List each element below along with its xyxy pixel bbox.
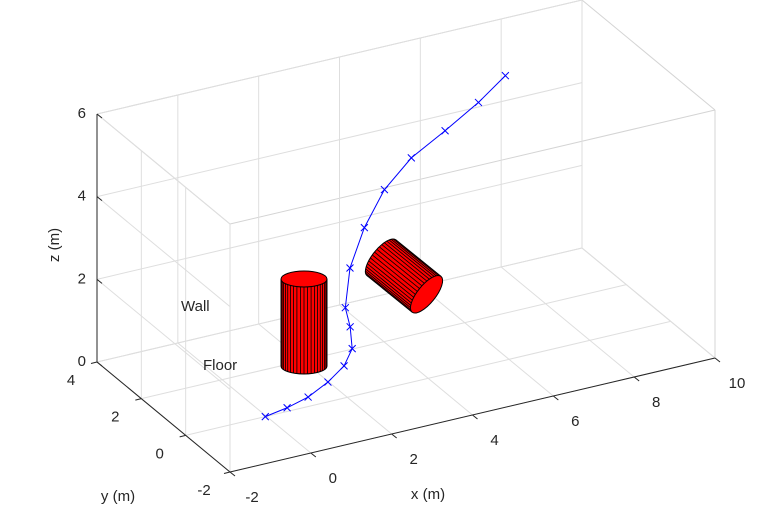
x-tick-label: 8 — [652, 394, 660, 411]
cylinder-stripe — [366, 266, 412, 304]
cylinder-stripe — [384, 242, 430, 280]
x-tick-label: 0 — [329, 470, 337, 487]
box-edge — [581, 0, 716, 111]
y-tick — [179, 434, 186, 438]
z-tick — [96, 113, 103, 119]
cylinder-stripe — [365, 274, 412, 312]
cylinder-stripe — [365, 268, 411, 306]
trajectory-marker — [261, 412, 270, 421]
x-tick — [229, 471, 236, 477]
z-tick-label: 0 — [78, 353, 86, 370]
y-tick — [90, 361, 98, 364]
trajectory-marker — [346, 264, 354, 272]
grid-line — [177, 342, 312, 454]
z-axis-label: z (m) — [46, 228, 63, 262]
cylinder-stripe — [388, 239, 435, 277]
trajectory-marker — [501, 71, 510, 80]
cylinder-stripe — [390, 238, 437, 277]
x-tick-label: 6 — [571, 413, 579, 430]
trajectory-marker — [407, 154, 416, 162]
cylinder-stripe — [386, 240, 433, 278]
z-tick — [96, 196, 103, 202]
z-tick-label: 4 — [78, 188, 86, 205]
vertical-cylinder — [280, 270, 328, 375]
grid-line — [96, 113, 231, 225]
cylinder-stripe — [365, 270, 411, 308]
x-tick — [633, 376, 640, 382]
z-tick-label: 6 — [78, 105, 86, 122]
x-tick-label: -2 — [245, 489, 258, 506]
cylinder-stripe — [372, 254, 418, 292]
grid-line — [141, 284, 627, 400]
cylinder-stripe — [381, 244, 428, 282]
y-axis — [96, 361, 231, 473]
trajectory-marker — [304, 393, 312, 401]
trajectory-marker — [380, 185, 389, 194]
cylinder-stripe — [365, 272, 411, 310]
grid-line — [96, 164, 583, 280]
annotation: Floor — [203, 357, 237, 374]
trajectory-marker — [283, 403, 291, 412]
grid-line — [581, 247, 716, 359]
cylinder-cap — [409, 275, 444, 314]
y-axis-label: y (m) — [101, 488, 135, 505]
x-tick — [553, 395, 559, 401]
x-tick-label: 4 — [490, 432, 498, 449]
z-tick — [96, 278, 103, 284]
trajectory-marker — [340, 361, 348, 370]
grid-line — [96, 0, 583, 115]
cylinder-stripe — [374, 251, 420, 289]
grid-line — [500, 266, 635, 378]
cylinder-stripe — [370, 257, 416, 295]
trajectory-marker — [324, 378, 332, 386]
trajectory-marker — [346, 322, 355, 331]
grid-line — [96, 196, 231, 308]
grid-line — [339, 304, 473, 416]
obstacles — [280, 238, 444, 375]
y-tick — [223, 471, 231, 474]
annotation: Wall — [181, 298, 210, 315]
cylinder-top — [280, 270, 328, 288]
y-tick — [135, 398, 142, 401]
z-tick-label: 2 — [78, 270, 86, 287]
trajectory-marker — [474, 98, 483, 107]
x-tick — [310, 452, 317, 458]
cylinder-stripe — [392, 238, 439, 276]
x-tick — [391, 433, 397, 439]
x-tick-label: 10 — [729, 375, 746, 392]
cylinder-stripe — [394, 238, 440, 277]
grid-line — [96, 278, 231, 390]
grid-line — [96, 247, 583, 363]
grid-line — [420, 285, 554, 397]
x-axis-label: x (m) — [411, 486, 445, 503]
y-tick-label: 2 — [111, 409, 119, 426]
trajectory-marker — [348, 344, 357, 353]
cylinder-stripe — [379, 246, 425, 284]
trajectory-marker — [441, 126, 449, 135]
trajectory-marker — [341, 303, 350, 312]
grid-line — [96, 82, 583, 198]
y-tick-label: -2 — [197, 482, 210, 499]
x-tick-label: 2 — [409, 451, 417, 468]
trajectory-marker — [360, 223, 369, 232]
x-tick — [714, 357, 721, 363]
horizontal-cylinder — [364, 238, 444, 314]
cylinder-stripe — [368, 260, 414, 298]
box-edge — [229, 109, 716, 225]
y-tick-label: 0 — [155, 445, 163, 462]
grid-line — [185, 320, 671, 436]
cylinder-stripe — [376, 249, 423, 287]
z-tick — [96, 361, 103, 367]
cylinder-stripe — [367, 263, 413, 301]
y-tick-label: 4 — [67, 372, 75, 389]
x-tick — [472, 414, 478, 420]
